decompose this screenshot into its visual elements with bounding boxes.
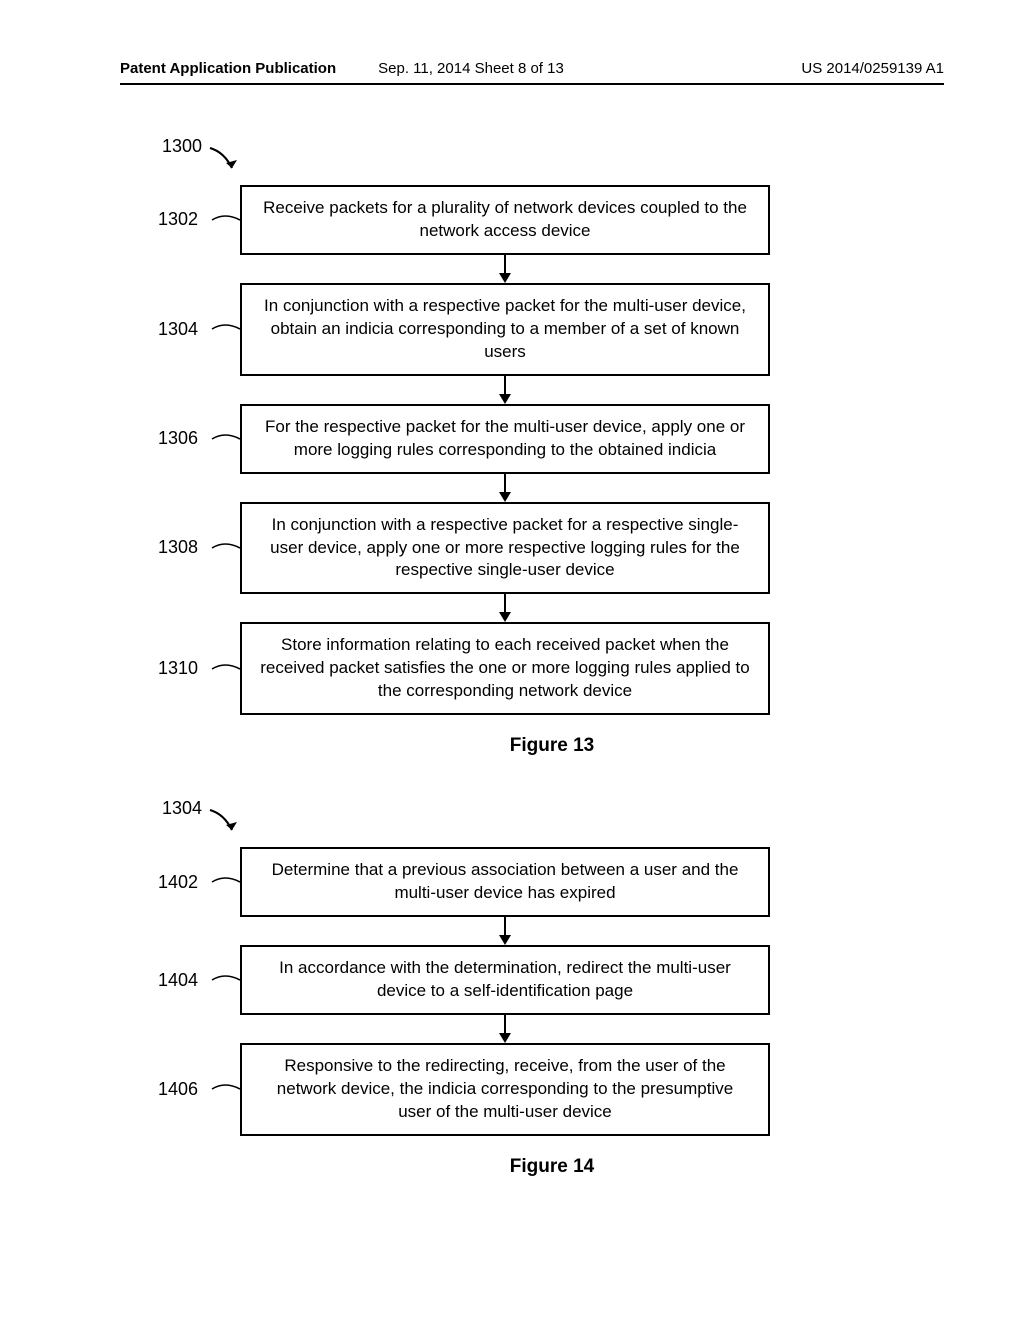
step-1304-row: 1304 In conjunction with a respective pa… [120, 283, 944, 376]
fig13-ref-number: 1300 [162, 136, 202, 157]
step-1402-box: Determine that a previous association be… [240, 847, 770, 917]
step-1310-number: 1310 [120, 658, 210, 679]
arrow-1402-1404 [240, 917, 770, 945]
step-1306-number: 1306 [120, 428, 210, 449]
header-publication: Patent Application Publication [120, 60, 336, 77]
step-1302-row: 1302 Receive packets for a plurality of … [120, 185, 944, 255]
step-1308-box: In conjunction with a respective packet … [240, 502, 770, 595]
header-pub-number: US 2014/0259139 A1 [574, 60, 944, 77]
step-1402-row: 1402 Determine that a previous associati… [120, 847, 944, 917]
step-1402-connector [210, 872, 240, 892]
step-1404-connector [210, 970, 240, 990]
arrow-1404-1406 [240, 1015, 770, 1043]
step-1406-row: 1406 Responsive to the redirecting, rece… [120, 1043, 944, 1136]
step-1308-number: 1308 [120, 537, 210, 558]
step-1406-connector [210, 1079, 240, 1099]
step-1404-row: 1404 In accordance with the determinatio… [120, 945, 944, 1015]
figure-13-caption: Figure 13 [160, 735, 944, 757]
page-header: Patent Application Publication Sep. 11, … [120, 60, 944, 85]
step-1406-box: Responsive to the redirecting, receive, … [240, 1043, 770, 1136]
step-1308-connector [210, 538, 240, 558]
step-1306-row: 1306 For the respective packet for the m… [120, 404, 944, 474]
arrow-1304-1306 [240, 376, 770, 404]
arrow-1308-1310 [240, 594, 770, 622]
fig14-ref-arrow [206, 806, 246, 844]
step-1306-box: For the respective packet for the multi-… [240, 404, 770, 474]
step-1302-box: Receive packets for a plurality of netwo… [240, 185, 770, 255]
fig13-ref-arrow [206, 144, 246, 182]
step-1406-number: 1406 [120, 1079, 210, 1100]
arrow-1306-1308 [240, 474, 770, 502]
step-1404-number: 1404 [120, 970, 210, 991]
figure-14: 1304 1402 Determine that a previous asso… [120, 792, 944, 1178]
figure-13: 1300 1302 Receive packets for a pluralit… [120, 130, 944, 757]
fig14-ref-number: 1304 [162, 798, 202, 819]
step-1302-number: 1302 [120, 209, 210, 230]
step-1310-connector [210, 659, 240, 679]
step-1304-box: In conjunction with a respective packet … [240, 283, 770, 376]
step-1304-number: 1304 [120, 319, 210, 340]
step-1402-number: 1402 [120, 872, 210, 893]
step-1304-connector [210, 319, 240, 339]
step-1404-box: In accordance with the determination, re… [240, 945, 770, 1015]
patent-page: Patent Application Publication Sep. 11, … [0, 0, 1024, 1320]
step-1302-connector [210, 210, 240, 230]
arrow-1302-1304 [240, 255, 770, 283]
step-1308-row: 1308 In conjunction with a respective pa… [120, 502, 944, 595]
header-date-sheet: Sep. 11, 2014 Sheet 8 of 13 [378, 60, 564, 77]
step-1310-box: Store information relating to each recei… [240, 622, 770, 715]
step-1310-row: 1310 Store information relating to each … [120, 622, 944, 715]
figure-14-caption: Figure 14 [160, 1156, 944, 1178]
step-1306-connector [210, 429, 240, 449]
